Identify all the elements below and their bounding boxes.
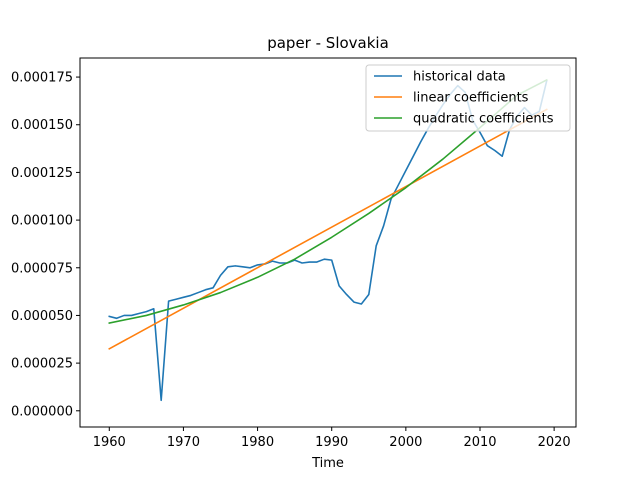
- y-tick-label: 0.000050: [11, 309, 73, 324]
- legend-box: [365, 64, 571, 132]
- y-tick-label: 0.000150: [11, 118, 73, 133]
- x-tick-label: 2010: [463, 435, 496, 450]
- legend-label: historical data: [413, 70, 506, 85]
- y-tick-label: 0.000075: [11, 261, 73, 276]
- y-tick-label: 0.000175: [11, 71, 73, 86]
- y-tick-label: 0.000100: [11, 214, 73, 229]
- x-tick-label: 2020: [538, 435, 571, 450]
- y-tick-label: 0.000125: [11, 166, 73, 181]
- y-tick-label: 0.000000: [11, 404, 73, 419]
- chart-title: paper - Slovakia: [267, 34, 389, 52]
- x-tick-label: 2000: [389, 435, 422, 450]
- y-axis: 0.000000 0.000025 0.000050 0.000075 0.000100…: [11, 71, 80, 419]
- x-axis: 1960 1970 1980 1990 2000 2010 2020: [93, 427, 571, 450]
- x-tick-label: 1990: [315, 435, 348, 450]
- y-tick-label: 0.000025: [11, 357, 73, 372]
- series-line-linear-coefficients: [108, 108, 548, 350]
- legend-label: quadratic coefficients: [413, 112, 554, 127]
- plot-frame: [79, 57, 577, 428]
- legend: historical data linear coefficients quadra…: [365, 64, 571, 132]
- legend-label: linear coefficients: [413, 91, 529, 106]
- x-tick-label: 1980: [241, 435, 274, 450]
- x-tick-label: 1970: [167, 435, 200, 450]
- x-axis-label: Time: [311, 456, 344, 471]
- x-tick-label: 1960: [93, 435, 126, 450]
